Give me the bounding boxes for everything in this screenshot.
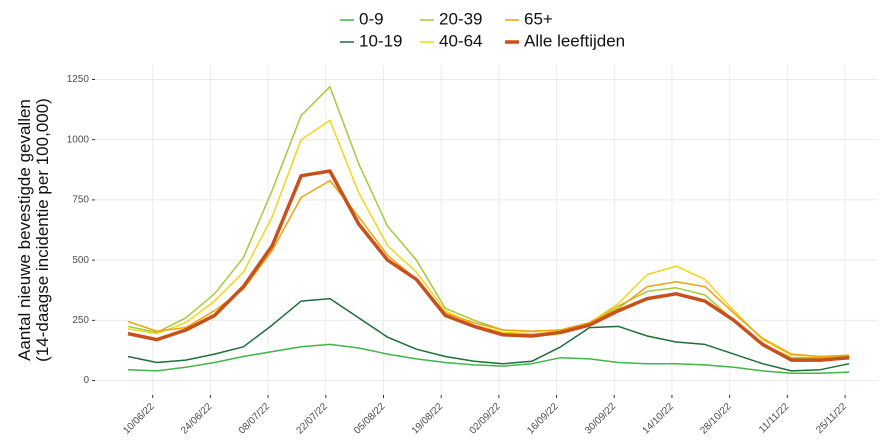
y-tick-label: 1250	[67, 74, 90, 85]
series-line	[127, 169, 850, 362]
legend-item: 10-19	[340, 31, 402, 50]
y-tick-label: 1000	[67, 134, 90, 145]
series-line	[127, 297, 850, 372]
y-tick-label: 0	[83, 375, 89, 386]
y-tick-label: 750	[72, 195, 89, 206]
x-tick-label: 10/06/22	[121, 401, 157, 437]
x-tick-label: 30/09/22	[583, 401, 619, 437]
y-tick-label: 500	[72, 255, 89, 266]
x-tick-label: 14/10/22	[641, 401, 677, 437]
legend-item: 40-64	[420, 31, 482, 50]
series-line	[127, 119, 850, 358]
legend-label: Alle leeftijden	[524, 31, 625, 50]
legend-label: 40-64	[439, 31, 482, 50]
x-tick-label: 22/07/22	[294, 401, 330, 437]
legend-item: Alle leeftijden	[505, 31, 625, 50]
series-line	[127, 343, 850, 375]
legend-item: 20-39	[420, 9, 482, 28]
x-tick-label: 24/06/22	[179, 401, 215, 437]
x-tick-label: 19/08/22	[410, 401, 446, 437]
x-tick-label: 16/09/22	[525, 401, 561, 437]
legend-item: 65+	[505, 9, 553, 28]
x-tick-label: 11/11/22	[757, 401, 792, 436]
legend-label: 0-9	[359, 9, 384, 28]
y-axis-title-line: (14-daagse incidentie per 100,000)	[33, 98, 52, 362]
x-tick-label: 25/11/22	[814, 401, 849, 436]
x-tick-label: 02/09/22	[468, 401, 504, 437]
legend-label: 65+	[524, 9, 553, 28]
y-axis-title: Aantal nieuwe bevestigde gevallen (14-da…	[15, 98, 52, 362]
y-axis-title-line: Aantal nieuwe bevestigde gevallen	[15, 99, 34, 361]
x-tick-label: 08/07/22	[237, 401, 273, 437]
legend-item: 0-9	[340, 9, 384, 28]
legend-label: 10-19	[359, 31, 402, 50]
x-tick-label: 05/08/22	[352, 401, 388, 437]
legend-label: 20-39	[439, 9, 482, 28]
x-tick-label: 28/10/22	[698, 401, 734, 437]
y-tick-label: 250	[72, 315, 89, 326]
